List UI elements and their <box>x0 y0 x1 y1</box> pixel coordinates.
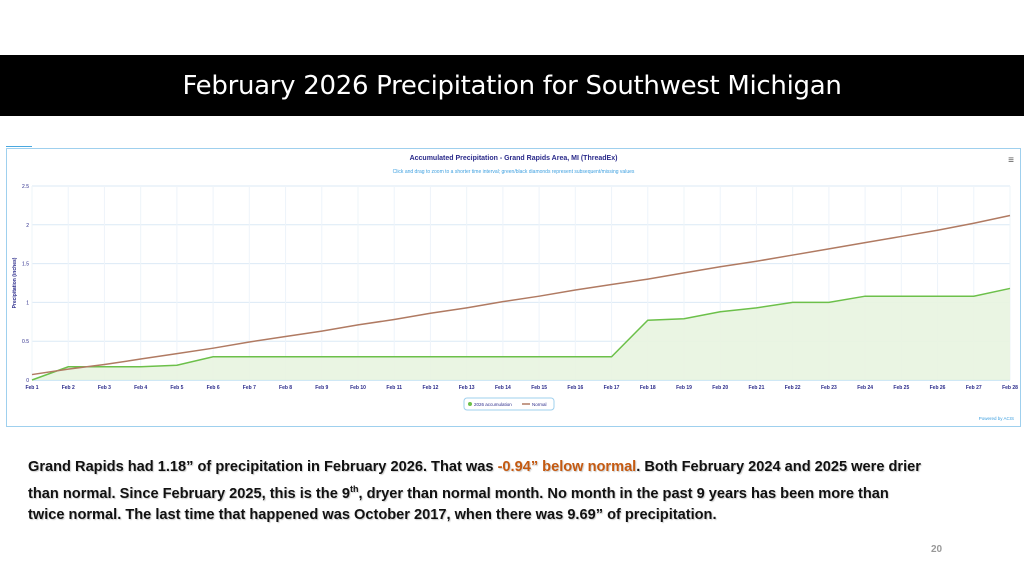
summary-paragraph: Grand Rapids had 1.18” of precipitation … <box>28 457 928 526</box>
x-tick-label: Feb 3 <box>98 385 111 391</box>
y-axis-label: Precipitation (inches) <box>12 257 18 308</box>
y-tick-label: 0.5 <box>22 339 29 345</box>
x-tick-label: Feb 22 <box>785 385 801 391</box>
x-tick-label: Feb 16 <box>567 385 583 391</box>
x-tick-label: Feb 19 <box>676 385 692 391</box>
x-tick-label: Feb 28 <box>1002 385 1018 391</box>
x-tick-label: Feb 27 <box>966 385 982 391</box>
series-line-normal <box>31 214 1011 376</box>
x-tick-label: Feb 18 <box>640 385 656 391</box>
y-tick-label: 2.5 <box>22 184 29 190</box>
x-tick-label: Feb 12 <box>423 385 439 391</box>
hamburger-icon[interactable]: ≡ <box>1008 155 1014 166</box>
y-tick-label: 2 <box>26 223 29 229</box>
x-tick-label: Feb 11 <box>386 385 402 391</box>
x-tick-label: Feb 6 <box>207 385 220 391</box>
x-tick-label: Feb 10 <box>350 385 366 391</box>
legend-label-accumulation: 2026 accumulation <box>474 402 512 407</box>
x-tick-label: Feb 17 <box>604 385 620 391</box>
x-tick-label: Feb 24 <box>857 385 873 391</box>
text: . Both February 2024 and 2025 were drier… <box>28 459 921 502</box>
page-number: 20 <box>931 544 943 555</box>
x-tick-label: Feb 21 <box>749 385 765 391</box>
slide-title-banner: February 2026 Precipitation for Southwes… <box>0 55 1024 116</box>
x-tick-label: Feb 13 <box>459 385 475 391</box>
x-tick-label: Feb 7 <box>243 385 256 391</box>
text: , dryer than normal month. No month in t… <box>28 485 889 523</box>
x-tick-label: Feb 14 <box>495 385 511 391</box>
text: Grand Rapids had 1.18” of precipitation … <box>28 459 498 475</box>
x-tick-label: Feb 20 <box>712 385 728 391</box>
x-tick-label: Feb 5 <box>170 385 183 391</box>
divider <box>6 146 32 147</box>
x-tick-label: Feb 23 <box>821 385 837 391</box>
y-tick-label: 1.5 <box>22 262 29 268</box>
chart-title: Accumulated Precipitation - Grand Rapids… <box>409 155 618 162</box>
x-tick-label: Feb 26 <box>930 385 946 391</box>
legend-marker-accumulation <box>468 402 472 406</box>
series-line-accumulation <box>31 287 1011 381</box>
below-normal-highlight: -0.94” below normal <box>497 459 637 475</box>
chart-subtitle: Click and drag to zoom to a shorter time… <box>392 169 635 175</box>
superscript: th <box>349 483 359 494</box>
x-tick-label: Feb 25 <box>893 385 909 391</box>
legend-label-normal: Normal <box>532 402 547 407</box>
x-tick-label: Feb 4 <box>134 385 147 391</box>
x-tick-label: Feb 9 <box>315 385 328 391</box>
slide-title: February 2026 Precipitation for Southwes… <box>182 70 842 101</box>
chart-credit[interactable]: Powered by ACIS <box>978 416 1014 421</box>
y-tick-label: 0 <box>26 378 29 384</box>
legend-box <box>463 397 555 411</box>
x-tick-label: Feb 15 <box>531 385 547 391</box>
x-tick-label: Feb 1 <box>25 385 38 391</box>
x-tick-label: Feb 2 <box>62 385 75 391</box>
x-tick-label: Feb 8 <box>279 385 292 391</box>
y-tick-label: 1 <box>26 300 29 306</box>
